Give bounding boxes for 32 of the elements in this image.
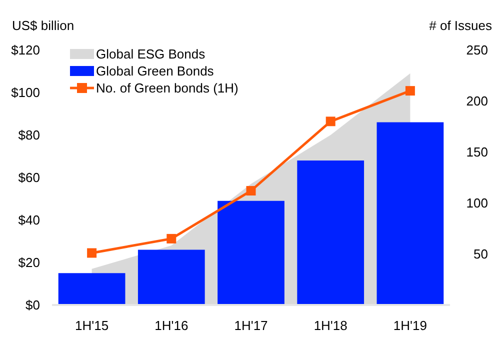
y2-tick-label: 150 <box>466 144 488 160</box>
y-tick-label: $60 <box>18 170 40 186</box>
point <box>87 248 97 258</box>
y2-tick-label: 200 <box>466 94 488 109</box>
bar <box>218 200 284 305</box>
x-tick-label: 1H'17 <box>234 318 268 333</box>
y2-tick-label: 100 <box>466 196 488 211</box>
x-tick-label: 1H'16 <box>154 318 188 333</box>
bar <box>297 160 364 305</box>
y2-tick-label: 250 <box>466 42 488 58</box>
point <box>166 234 176 244</box>
y-tick-label: $120 <box>11 42 40 58</box>
y2-tick-label: 50 <box>474 246 488 262</box>
y-tick-label: $20 <box>18 255 40 270</box>
bar <box>58 273 126 305</box>
y2-axis-title: # of Issues <box>429 18 492 33</box>
point <box>326 116 336 126</box>
x-tick-label: 1H'15 <box>75 318 109 333</box>
y-tick-label: $80 <box>18 128 40 143</box>
y-tick-label: $0 <box>26 298 40 313</box>
bar <box>376 122 444 305</box>
bar <box>138 250 205 305</box>
y-tick-label: $100 <box>11 85 40 100</box>
point <box>405 86 415 96</box>
y-axis-title: US$ billion <box>12 18 74 33</box>
legend-label: Global ESG Bonds <box>96 46 206 62</box>
legend-label: No. of Green bonds (1H) <box>96 80 238 96</box>
y-tick-label: $40 <box>18 212 40 228</box>
x-tick-label: 1H'18 <box>314 318 348 333</box>
point <box>246 186 256 196</box>
legend-label: Global Green Bonds <box>96 64 214 79</box>
x-tick-label: 1H'19 <box>393 318 427 333</box>
